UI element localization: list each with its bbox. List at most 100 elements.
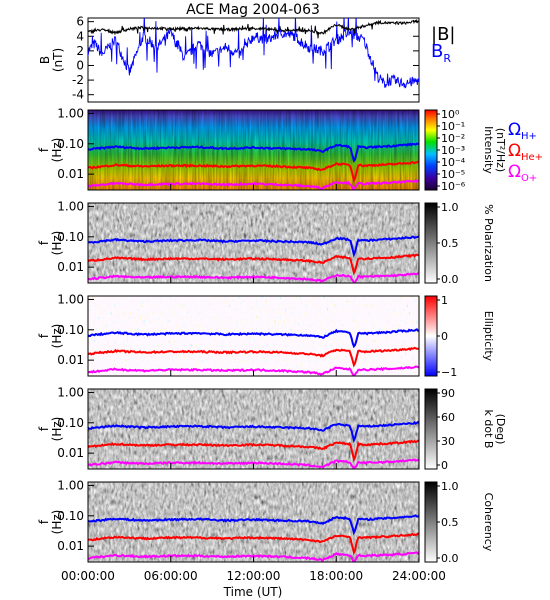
freq-tick-label: 1.00 (57, 385, 84, 399)
freq-y-label: f (37, 333, 51, 338)
colorbar-tick-label: 0.5 (441, 516, 459, 529)
freq-y-label: f (37, 426, 51, 431)
colorbar-tick-label: 10⁻³ (441, 144, 465, 157)
colorbar-tick-label: 10⁻⁵ (441, 168, 465, 181)
intensity-colorbar-label: (nT²/Hz) (494, 128, 507, 172)
top-y-tick-label: 4 (76, 29, 84, 43)
cyclotron-line-H-plus (88, 328, 419, 349)
cyclotron-line-H-plus (88, 514, 419, 536)
colorbar-tick-label: 60 (441, 411, 455, 424)
coherency-spectrogram (88, 482, 419, 562)
cyclotron-line-He-plus (88, 160, 419, 183)
panel-ellipticity: 1.00 0.10 0.01 f (Hz) 1 0 −1 Ellipticity (37, 292, 495, 379)
cyclotron-line-O-plus (88, 551, 419, 562)
freq-y-label-unit: (Hz) (50, 138, 64, 163)
freq-tick-label: 0.01 (57, 446, 84, 460)
freq-tick-label: 1.00 (57, 292, 84, 306)
time-axis: 00:00:00 06:00:00 12:00:00 18:00:00 24:00:00 (61, 569, 446, 583)
freq-y-label-unit: (Hz) (50, 510, 64, 535)
polarization-spectrogram (88, 203, 419, 283)
top-y-label-nt: (nT) (51, 48, 65, 72)
cyclotron-line-He-plus (88, 439, 419, 463)
top-panel-plot-area (88, 18, 419, 89)
x-axis-label: Time (UT) (223, 585, 283, 599)
legend-b-r: BR (431, 41, 451, 65)
colorbar-tick-label: 10⁰ (441, 108, 460, 121)
freq-tick-label: 0.10 (57, 230, 84, 244)
b-r-line (88, 18, 419, 89)
panel-polarization: 1.00 0.10 0.01 f (Hz) 1.0 0.5 0.0 % Polarization (37, 199, 495, 286)
cyclotron-line-He-plus (88, 253, 419, 276)
time-tick-label: 12:00:00 (227, 569, 281, 583)
freq-tick-label: 0.01 (57, 353, 84, 367)
freq-tick-label: 1.00 (57, 478, 84, 492)
intensity-spectrogram (88, 110, 419, 190)
freq-y-label-unit: (Hz) (50, 324, 64, 349)
colorbar-tick-label: 0.5 (441, 237, 459, 250)
top-y-tick-label: 6 (76, 15, 84, 29)
kdotb-colorbar (424, 388, 438, 470)
freq-y-label-unit: (Hz) (50, 417, 64, 442)
freq-tick-label: 0.10 (57, 323, 84, 337)
cyclotron-line-He-plus (88, 346, 419, 368)
colorbar-tick-label: 1 (441, 294, 448, 307)
time-tick-label: 06:00:00 (144, 569, 198, 583)
freq-y-label-unit: (Hz) (50, 231, 64, 256)
coherency-colorbar (424, 481, 438, 563)
ellipticity-colorbar-label: Ellipticity (482, 311, 495, 362)
colorbar-tick-label: 10⁻¹ (441, 120, 465, 133)
cyclotron-line-He-plus (88, 532, 419, 556)
kdotb-colorbar-label: k dot B (482, 410, 495, 449)
time-tick-label: 24:00:00 (392, 569, 446, 583)
colorbar-tick-label: 10⁻² (441, 132, 465, 145)
cyclotron-line-H-plus (88, 420, 419, 443)
chart-title: ACE Mag 2004-063 (186, 2, 320, 18)
freq-y-label: f (37, 519, 51, 524)
spectral-panels: 1.000.100.01f (Hz)10⁰10⁻¹10⁻²10⁻³10⁻⁴10⁻⁵… (37, 106, 507, 565)
freq-tick-label: 1.00 (57, 199, 84, 213)
cyclotron-line-H-plus (88, 142, 419, 163)
kdotb-spectrogram (88, 389, 419, 469)
colorbar-tick-label: 1.0 (441, 201, 459, 214)
freq-y-label: f (37, 147, 51, 152)
colorbar-tick-label: 1.0 (441, 480, 459, 493)
kdotb-colorbar-label: (Deg) (494, 414, 507, 445)
time-tick-label: 18:00:00 (309, 569, 363, 583)
legend-omega-o: ΩO+ (508, 162, 537, 184)
colorbar-tick-label: 30 (441, 435, 455, 448)
top-y-label-b: B (38, 56, 52, 64)
freq-tick-label: 0.01 (57, 260, 84, 274)
colorbar-tick-label: 10⁻⁶ (441, 180, 466, 193)
ellipticity-spectrogram (88, 296, 419, 376)
cyclotron-line-O-plus (88, 272, 419, 283)
time-tick-label: 00:00:00 (61, 569, 115, 583)
colorbar-tick-label: 0 (441, 459, 448, 472)
freq-tick-label: 0.01 (57, 539, 84, 553)
legend-b-total: |B| (431, 24, 455, 45)
cyclotron-line-H-plus (88, 235, 419, 258)
coherency-colorbar-label: Coherency (482, 493, 495, 552)
freq-tick-label: 1.00 (57, 106, 84, 120)
legend-omega-he: ΩHe+ (508, 141, 543, 163)
freq-tick-label: 0.10 (57, 416, 84, 430)
cyclotron-legend: ΩH+ ΩHe+ ΩO+ (508, 120, 543, 184)
top-y-tick-label: -4 (72, 88, 84, 102)
freq-tick-label: 0.10 (57, 509, 84, 523)
polarization-colorbar-label: % Polarization (482, 204, 495, 282)
panel-kdotb: 1.00 0.10 0.01 f (Hz) 90 60 30 0 k dot B (Deg) (37, 385, 507, 472)
intensity-colorbar-label: Intensity (482, 126, 495, 174)
colorbar-tick-label: 10⁻⁴ (441, 156, 466, 169)
panel-intensity: 1.00 0.10 0.01 f (Hz) 10⁰10⁻¹10⁻²10⁻³10⁻⁴10⁻⁵… (37, 106, 507, 193)
top-y-tick-label: -2 (72, 73, 84, 87)
colorbar-tick-label: 0 (441, 330, 448, 343)
polarization-colorbar (424, 202, 438, 284)
top-panel-frame (87, 17, 420, 103)
intensity-colorbar (424, 109, 438, 191)
b-total-line (88, 18, 419, 39)
legend-omega-h: ΩH+ (508, 120, 537, 142)
freq-tick-label: 0.01 (57, 167, 84, 181)
freq-y-label: f (37, 240, 51, 245)
